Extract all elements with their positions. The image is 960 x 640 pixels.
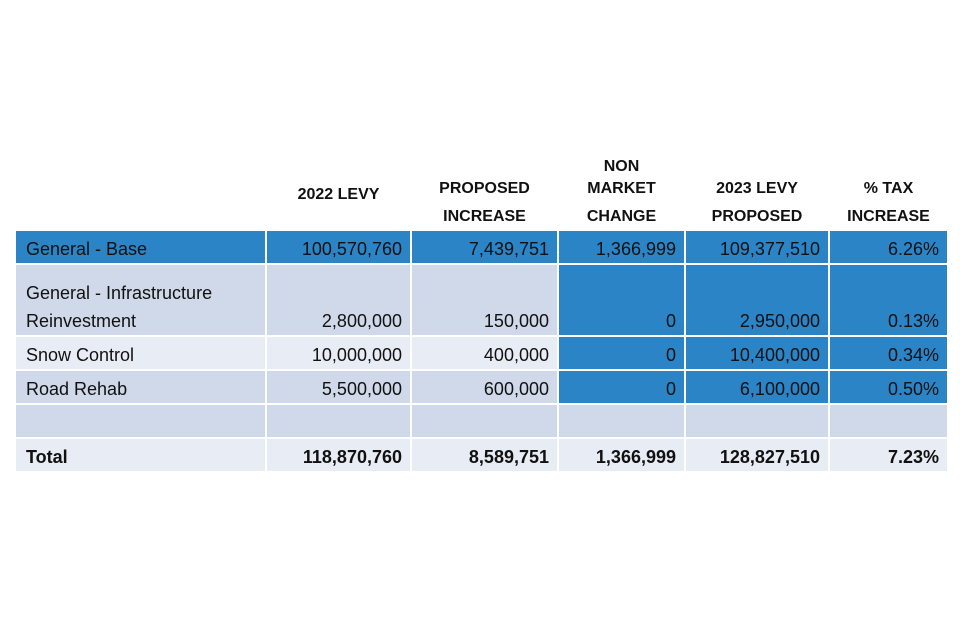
levy-table: 2022 LEVY PROPOSED INCREASE NON MARKET C… (16, 152, 947, 471)
cell-levy-2022: 5,500,000 (267, 371, 410, 403)
header-levy-2023: 2023 LEVY PROPOSED (686, 152, 828, 229)
empty-cell (830, 405, 947, 437)
cell-tax-increase: 0.13% (830, 265, 947, 335)
cell-non-market-change: 0 (559, 371, 684, 403)
header-line: INCREASE (443, 208, 526, 225)
header-line: % TAX (863, 180, 914, 197)
row-label-snow-control: Snow Control (16, 337, 265, 369)
row-label-general-base: General - Base (16, 231, 265, 263)
row-label-infrastructure: General - Infrastructure Reinvestment (16, 265, 265, 335)
header-line: NON (603, 158, 640, 175)
header-label (16, 152, 265, 229)
cell-levy-2023: 10,400,000 (686, 337, 828, 369)
header-proposed-increase: PROPOSED INCREASE (412, 152, 557, 229)
cell-non-market-change: 0 (559, 337, 684, 369)
cell-proposed-increase: 600,000 (412, 371, 557, 403)
cell-levy-2022: 10,000,000 (267, 337, 410, 369)
empty-cell (686, 405, 828, 437)
header-line: INCREASE (847, 208, 930, 225)
header-line: 2022 LEVY (297, 186, 380, 203)
cell-levy-2023: 6,100,000 (686, 371, 828, 403)
cell-tax-increase: 0.34% (830, 337, 947, 369)
header-line: 2023 LEVY (716, 180, 798, 197)
cell-proposed-increase: 150,000 (412, 265, 557, 335)
empty-cell (16, 405, 265, 437)
header-line: CHANGE (586, 208, 657, 225)
total-levy-2022: 118,870,760 (267, 439, 410, 471)
empty-cell (412, 405, 557, 437)
total-levy-2023: 128,827,510 (686, 439, 828, 471)
header-line: MARKET (587, 180, 656, 197)
row-label-line: Reinvestment (26, 311, 137, 331)
cell-proposed-increase: 7,439,751 (412, 231, 557, 263)
cell-tax-increase: 0.50% (830, 371, 947, 403)
cell-levy-2022: 2,800,000 (267, 265, 410, 335)
cell-proposed-increase: 400,000 (412, 337, 557, 369)
cell-non-market-change: 0 (559, 265, 684, 335)
cell-levy-2023: 2,950,000 (686, 265, 828, 335)
header-non-market-change: NON MARKET CHANGE (559, 152, 684, 229)
header-tax-increase: % TAX INCREASE (830, 152, 947, 229)
row-label-line: General - Infrastructure (26, 283, 213, 303)
cell-non-market-change: 1,366,999 (559, 231, 684, 263)
empty-cell (559, 405, 684, 437)
cell-levy-2022: 100,570,760 (267, 231, 410, 263)
total-tax-increase: 7.23% (830, 439, 947, 471)
total-proposed-increase: 8,589,751 (412, 439, 557, 471)
cell-tax-increase: 6.26% (830, 231, 947, 263)
header-line: PROPOSED (711, 208, 803, 225)
total-non-market-change: 1,366,999 (559, 439, 684, 471)
row-label-road-rehab: Road Rehab (16, 371, 265, 403)
empty-cell (267, 405, 410, 437)
total-label: Total (16, 439, 265, 471)
cell-levy-2023: 109,377,510 (686, 231, 828, 263)
header-line: PROPOSED (439, 180, 530, 197)
header-levy-2022: 2022 LEVY (267, 152, 410, 229)
